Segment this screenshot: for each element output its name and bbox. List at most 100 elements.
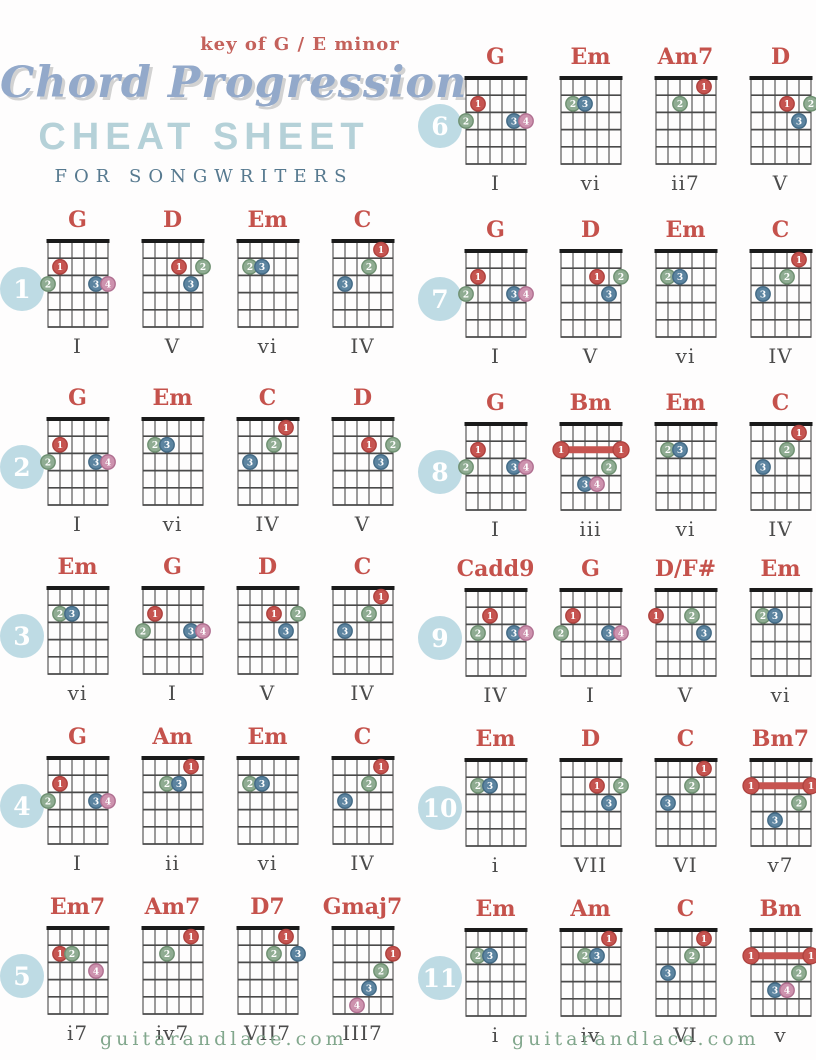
svg-text:1: 1: [795, 429, 801, 439]
roman-numeral: V: [315, 512, 410, 536]
svg-text:2: 2: [462, 290, 468, 300]
svg-text:3: 3: [68, 610, 74, 620]
svg-text:3: 3: [486, 782, 492, 792]
svg-text:2: 2: [365, 263, 371, 273]
finger-dot-2: 2: [361, 260, 375, 274]
svg-text:2: 2: [617, 782, 623, 792]
svg-text:3: 3: [246, 458, 252, 468]
finger-dot-1: 1: [183, 929, 197, 943]
svg-text:3: 3: [664, 799, 670, 809]
chord-name: Em: [448, 896, 543, 922]
svg-text:1: 1: [365, 441, 371, 451]
svg-text:1: 1: [474, 446, 480, 456]
svg-text:2: 2: [795, 969, 801, 979]
chord-name: D: [543, 217, 638, 243]
chord-name: Am: [543, 896, 638, 922]
roman-numeral: vi: [220, 334, 315, 358]
chord-name: C: [315, 207, 410, 233]
chord-name: Gmaj7: [315, 894, 410, 920]
finger-dot-1: 1: [373, 759, 387, 773]
chord-name: C: [220, 385, 315, 411]
svg-text:1: 1: [700, 765, 706, 775]
svg-text:1: 1: [377, 763, 383, 773]
finger-dot-2: 2: [361, 607, 375, 621]
svg-text:2: 2: [139, 627, 145, 637]
finger-dot-1: 1: [52, 777, 66, 791]
svg-text:3: 3: [664, 969, 670, 979]
svg-text:1: 1: [807, 781, 814, 792]
fret-grid: [654, 251, 717, 337]
finger-dot-3: 3: [278, 624, 292, 638]
svg-text:4: 4: [593, 481, 599, 491]
chord-diagram-C: 123: [323, 755, 403, 849]
svg-text:2: 2: [807, 100, 813, 110]
finger-dot-1: 1: [171, 260, 185, 274]
chord-name: Em: [638, 217, 733, 243]
finger-dot-1: 1: [589, 270, 603, 284]
finger-dot-3: 3: [337, 277, 351, 291]
finger-dot-3: 3: [755, 460, 769, 474]
svg-text:1: 1: [747, 781, 754, 792]
svg-text:4: 4: [522, 463, 528, 473]
chord-name: G: [543, 556, 638, 582]
svg-text:3: 3: [700, 629, 706, 639]
finger-dot-2: 2: [803, 97, 816, 111]
svg-text:2: 2: [783, 446, 789, 456]
finger-dot-2: 2: [684, 949, 698, 963]
svg-text:3: 3: [282, 627, 288, 637]
svg-text:1: 1: [593, 273, 599, 283]
svg-text:4: 4: [104, 797, 110, 807]
chord-name: Bm: [733, 896, 816, 922]
svg-text:4: 4: [353, 1002, 359, 1012]
chord-name: C: [315, 724, 410, 750]
finger-dot-1: 1: [791, 425, 805, 439]
svg-text:3: 3: [771, 987, 777, 997]
roman-numeral: V: [733, 171, 816, 195]
finger-dot-4: 4: [518, 287, 532, 301]
svg-text:1: 1: [270, 610, 276, 620]
svg-text:2: 2: [44, 458, 50, 468]
chord-name: Em: [220, 724, 315, 750]
svg-text:2: 2: [68, 950, 74, 960]
finger-dot-3: 3: [767, 813, 781, 827]
chord-name: C: [733, 390, 816, 416]
svg-text:1: 1: [486, 612, 492, 622]
finger-dot-2: 2: [64, 947, 78, 961]
finger-dot-4: 4: [88, 964, 102, 978]
svg-text:1: 1: [282, 933, 288, 943]
finger-dot-2: 2: [779, 270, 793, 284]
chord-name: C: [733, 217, 816, 243]
chord-name: Bm: [543, 390, 638, 416]
svg-text:1: 1: [56, 441, 62, 451]
chord-diagram-C: 12 3: [741, 421, 816, 515]
chord-name: Am7: [125, 894, 220, 920]
svg-text:3: 3: [510, 629, 516, 639]
roman-numeral: i: [448, 853, 543, 877]
finger-dot-1: 1: [601, 931, 615, 945]
finger-dot-3: 3: [577, 97, 591, 111]
